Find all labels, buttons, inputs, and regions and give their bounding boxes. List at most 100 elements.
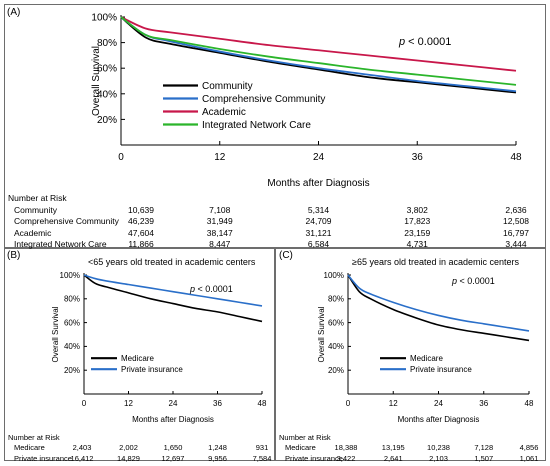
panel-c-risk-row-label: Medicare bbox=[285, 442, 316, 452]
panel-a-risk-value: 12,508 bbox=[503, 216, 529, 226]
panel-a-x-tick-label: 48 bbox=[510, 152, 522, 163]
panel-b-x-axis-label: Months after Diagnosis bbox=[132, 415, 214, 424]
panel-c-risk-value: 1,061 bbox=[519, 454, 539, 463]
panel-a-series-community bbox=[120, 16, 517, 94]
panel-a-risk-value: 10,639 bbox=[128, 204, 154, 215]
panel-b-y-tick-label: 80% bbox=[64, 295, 80, 304]
panel-c-legend-label-private-insurance: Private insurance bbox=[410, 365, 472, 374]
panel-b-risk-row-label: Private insurance bbox=[14, 454, 72, 463]
panel-a-x-tick-label: 12 bbox=[214, 152, 226, 163]
panel-b-y-tick-label: 60% bbox=[64, 318, 80, 327]
panel-c-y-tick-label: 80% bbox=[328, 295, 344, 304]
panel-b-y-axis-label: Overall Survival bbox=[51, 306, 60, 362]
panel-b-x-tick-label: 36 bbox=[213, 399, 222, 408]
panel-b-x-tick-label: 0 bbox=[82, 399, 87, 408]
panel-a-risk-value: 31,949 bbox=[206, 216, 233, 226]
panel-c-label: (C) bbox=[279, 250, 293, 261]
panel-b-y-tick-label: 100% bbox=[60, 271, 80, 280]
panel-a-legend-label-academic: Academic bbox=[202, 107, 246, 118]
panel-a-series-integrated-network-care bbox=[120, 16, 517, 86]
panel-b-p-value: p < 0.0001 bbox=[189, 284, 233, 294]
panel-a-risk-title: Number at Risk bbox=[8, 193, 67, 203]
panel-a-risk-value: 2,636 bbox=[505, 204, 527, 215]
panel-c-risk-value: 2,641 bbox=[383, 454, 403, 463]
panel-b-risk-value: 2,403 bbox=[72, 442, 92, 452]
panel-c-risk-value: 13,195 bbox=[381, 442, 405, 452]
panel-a-legend-label-comprehensive-community: Comprehensive Community bbox=[202, 94, 325, 105]
panel-a-y-tick-label: 40% bbox=[97, 89, 117, 100]
panel-a-risk-table: Number at Risk Community 10,639 7,108 5,314 3… bbox=[8, 193, 538, 251]
panel-b-x-tick-label: 48 bbox=[258, 399, 267, 408]
panel-c-y-tick-label: 100% bbox=[324, 271, 344, 280]
panel-b-risk-value: 9,956 bbox=[208, 454, 227, 463]
panel-c-risk-title: Number at Risk bbox=[279, 433, 331, 442]
panel-c-x-tick-label: 36 bbox=[479, 399, 488, 408]
panel-c-p-value: p < 0.0001 bbox=[451, 276, 495, 286]
panel-b-risk-value: 1,650 bbox=[163, 442, 183, 452]
panel-b-risk-value: 2,002 bbox=[119, 442, 138, 452]
panel-a-risk-row: Comprehensive Community 46,239 31,949 24,70… bbox=[8, 216, 538, 228]
panel-a-risk-value: 7,108 bbox=[209, 204, 231, 215]
panel-a-risk-row: Academic 47,604 38,147 31,121 23,159 16,797 bbox=[8, 228, 538, 240]
panel-c-risk-value: 1,507 bbox=[474, 454, 494, 463]
panel-a-x-axis-label: Months after Diagnosis bbox=[267, 178, 369, 189]
panel-a-risk-value: 6,584 bbox=[307, 239, 330, 249]
panel-b-x-tick-label: 24 bbox=[169, 399, 178, 408]
panel-c-series-medicare bbox=[347, 274, 530, 342]
panel-c-risk-table: Number at Risk Medicare 18,388 13,195 10,238… bbox=[279, 433, 541, 466]
panel-b-risk-value: 12,697 bbox=[161, 454, 185, 463]
panel-b-frame bbox=[4, 248, 275, 461]
panel-a-x-tick-label: 0 bbox=[118, 152, 124, 163]
panel-a-risk-value: 24,709 bbox=[305, 216, 332, 226]
panel-c-x-tick-label: 24 bbox=[434, 399, 443, 408]
panel-a-label: (A) bbox=[7, 7, 20, 18]
panel-c-risk-row-label: Private insurance bbox=[285, 454, 343, 463]
panel-b-risk-value: 1,248 bbox=[208, 442, 227, 452]
panel-b-series-medicare bbox=[83, 274, 263, 323]
panel-c-y-tick-label: 20% bbox=[328, 366, 344, 375]
panel-a-legend-label-integrated-network-care: Integrated Network Care bbox=[202, 120, 311, 131]
panel-c-risk-value: 7,128 bbox=[474, 442, 494, 452]
panel-c-risk-value: 18,388 bbox=[334, 442, 358, 452]
panel-a-risk-value: 16,797 bbox=[503, 227, 529, 238]
panel-b-y-tick-label: 40% bbox=[64, 342, 80, 351]
panel-c-x-tick-label: 48 bbox=[525, 399, 534, 408]
panel-a-risk-value: 5,314 bbox=[307, 204, 330, 215]
panel-a-y-axis-label: Overall Survival bbox=[91, 46, 102, 116]
panel-b-risk-row-label: Medicare bbox=[14, 442, 45, 452]
panel-a-x-tick-label: 24 bbox=[313, 152, 325, 163]
panel-b-label: (B) bbox=[7, 250, 20, 261]
panel-a-risk-row: Integrated Network Care 11,866 8,447 6,584 4… bbox=[8, 239, 538, 251]
panel-c-risk-value: 2,103 bbox=[429, 454, 448, 463]
panel-a-risk-row-label: Integrated Network Care bbox=[14, 239, 107, 249]
panel-a-risk-value: 38,147 bbox=[206, 227, 233, 238]
panel-c-y-axis-label: Overall Survival bbox=[317, 306, 326, 362]
panel-c-risk-value: 10,238 bbox=[427, 442, 450, 452]
panel-a-y-tick-label: 20% bbox=[97, 115, 117, 126]
panel-a-risk-value: 47,604 bbox=[128, 227, 154, 238]
panel-a-x-tick-label: 36 bbox=[412, 152, 424, 163]
panel-c-risk-row: Medicare 18,388 13,195 10,238 7,128 4,856 bbox=[279, 443, 541, 455]
panel-b-risk-table: Number at Risk Medicare 2,403 2,002 1,650 1,2… bbox=[8, 433, 272, 466]
panel-a-risk-value: 11,866 bbox=[128, 239, 154, 249]
panel-c-x-tick-label: 0 bbox=[346, 399, 351, 408]
panel-b-risk-value: 7,584 bbox=[252, 454, 272, 463]
panel-b-series-private-insurance bbox=[83, 274, 263, 307]
panel-a-risk-value: 17,823 bbox=[404, 216, 431, 226]
panel-c-subtitle: ≥65 years old treated in academic center… bbox=[352, 257, 520, 267]
panel-b-risk-row: Private insurance 16,412 14,829 12,697 9,956… bbox=[8, 454, 272, 466]
panel-c-x-tick-label: 12 bbox=[389, 399, 398, 408]
panel-a-risk-value: 4,731 bbox=[406, 239, 428, 249]
panel-c-series-private-insurance bbox=[347, 274, 530, 332]
panel-b-y-tick-label: 20% bbox=[64, 366, 80, 375]
panel-a-risk-value: 31,121 bbox=[305, 227, 332, 238]
panel-c-risk-value: 4,856 bbox=[519, 442, 539, 452]
panel-b-risk-value: 16,412 bbox=[70, 454, 94, 463]
panel-c-risk-value: 3,422 bbox=[336, 454, 356, 463]
panel-b-legend-label-private-insurance: Private insurance bbox=[121, 365, 183, 374]
panel-a-frame bbox=[4, 4, 546, 248]
panel-b-risk-value: 14,829 bbox=[117, 454, 140, 463]
